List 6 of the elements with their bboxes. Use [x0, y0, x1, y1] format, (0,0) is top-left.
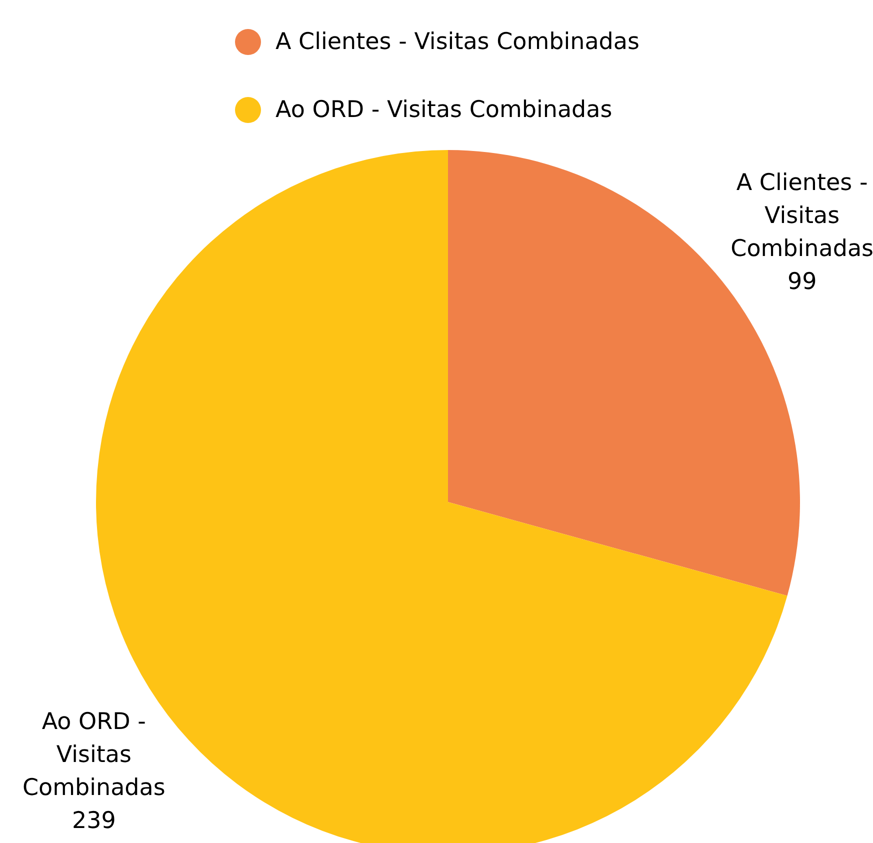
- data-label: 239: [72, 808, 116, 834]
- legend-label: A Clientes - Visitas Combinadas: [276, 29, 640, 55]
- slice-label: A Clientes - Visitas Combinadas: [730, 170, 873, 262]
- slice-label: Ao ORD - Visitas Combinadas: [22, 709, 166, 802]
- legend-label: Ao ORD - Visitas Combinadas: [276, 97, 612, 123]
- data-label: 99: [787, 268, 817, 295]
